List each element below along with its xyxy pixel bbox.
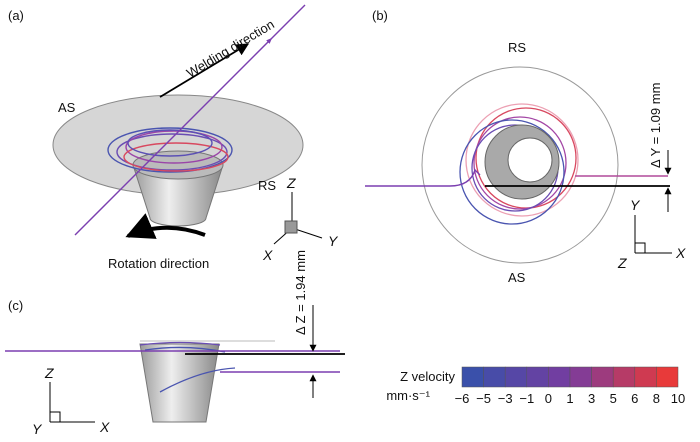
axes-gizmo-c	[49, 382, 95, 423]
colorbar-tick-label: 8	[653, 391, 660, 406]
colorbar-tick-label: −6	[455, 391, 470, 406]
colorbar-tick-label: −5	[476, 391, 491, 406]
rotation-label: Rotation direction	[108, 256, 209, 271]
colorbar-cell	[569, 366, 592, 388]
colorbar: Z velocity mm·s⁻¹ −6 −5 −3 −1 0 1 3 5 6 8 10	[386, 366, 685, 406]
colorbar-unit: mm·s⁻¹	[386, 388, 430, 403]
colorbar-tick-label: 5	[610, 391, 617, 406]
rs-label: RS	[508, 40, 526, 55]
colorbar-tick-label: 3	[588, 391, 595, 406]
welding-label: Welding direction	[184, 16, 277, 80]
panel-c: (c) Δ Z = 1.94 mm Z Y X	[5, 250, 345, 437]
rotation-arrow	[125, 213, 206, 239]
colorbar-title: Z velocity	[400, 369, 455, 384]
colorbar-cell	[656, 366, 679, 388]
panel-a: (a) Welding direction AS RS Z X Y Rotati…	[8, 4, 339, 271]
axis-label: Z	[286, 175, 296, 191]
colorbar-tick-label: 6	[631, 391, 638, 406]
axis-label: Z	[44, 365, 54, 381]
panel-label: (b)	[372, 8, 388, 23]
colorbar-cell	[483, 366, 506, 388]
panel-b: (b) RS AS Δ Y = 1.09 mm Y X Z	[365, 8, 686, 285]
colorbar-tick-label: −3	[498, 391, 513, 406]
colorbar-cell	[612, 366, 636, 388]
as-label: AS	[58, 100, 76, 115]
axis-label: X	[262, 247, 273, 263]
axis-label: Y	[32, 421, 43, 437]
axes-gizmo-a	[273, 192, 323, 245]
delta-z-label: Δ Z = 1.94 mm	[293, 250, 308, 335]
colorbar-cell	[548, 366, 571, 388]
rs-label: RS	[258, 178, 276, 193]
axis-label: Y	[328, 233, 339, 249]
axis-label: X	[99, 419, 110, 435]
delta-y-label: Δ Y = 1.09 mm	[648, 83, 663, 168]
colorbar-cell	[461, 366, 484, 388]
colorbar-cell	[591, 366, 614, 388]
panel-label: (c)	[8, 298, 23, 313]
colorbar-cell	[634, 366, 657, 388]
colorbar-tick-label: 10	[671, 391, 685, 406]
axis-label: Z	[617, 255, 627, 271]
as-label: AS	[508, 270, 526, 285]
axes-gizmo-b	[634, 215, 672, 254]
colorbar-cell	[526, 366, 549, 388]
welding-arrow	[159, 43, 250, 98]
colorbar-cell	[504, 366, 528, 388]
tool-hole	[507, 137, 553, 183]
streamlines	[107, 127, 233, 173]
colorbar-tick-label: 0	[545, 391, 552, 406]
colorbar-tick-label: 1	[566, 391, 573, 406]
shoulder-outline	[421, 66, 619, 264]
axis-label: Y	[630, 197, 641, 213]
panel-label: (a)	[8, 8, 24, 23]
colorbar-tick-label: −1	[519, 391, 534, 406]
axis-label: X	[675, 245, 686, 261]
